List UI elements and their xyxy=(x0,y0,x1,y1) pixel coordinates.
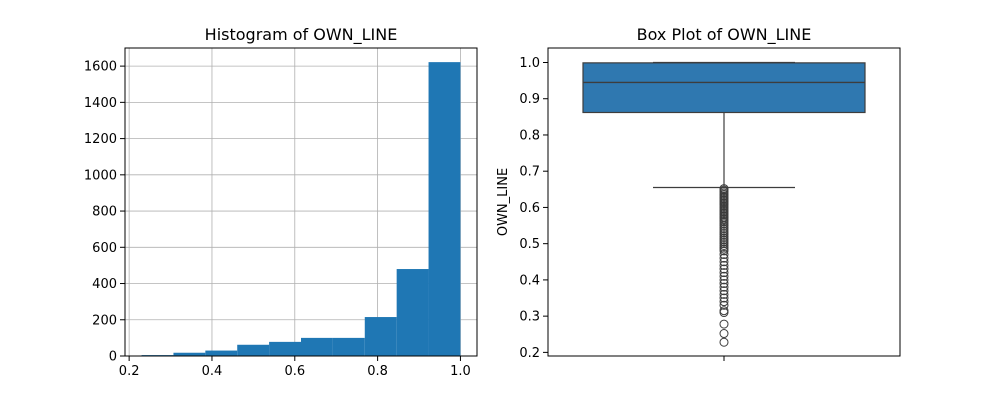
boxplot-outlier-point xyxy=(719,264,729,274)
boxplot-title: Box Plot of OWN_LINE xyxy=(637,25,812,45)
boxplot-outlier-point xyxy=(719,253,729,263)
boxplot-outliers xyxy=(719,184,729,347)
histogram-bar xyxy=(269,341,301,356)
boxplot-y-tick-label: 0.2 xyxy=(519,346,540,361)
boxplot-outlier-point xyxy=(719,308,729,318)
histogram-bars xyxy=(141,62,461,356)
boxplot-outlier-point xyxy=(719,289,729,299)
histogram-y-tick-label: 200 xyxy=(92,313,117,328)
histogram-y-tick-label: 400 xyxy=(92,277,117,292)
histogram-title: Histogram of OWN_LINE xyxy=(205,25,398,45)
boxplot-y-tick-label: 0.8 xyxy=(519,128,540,143)
boxplot-box xyxy=(582,62,866,114)
histogram-y-tick-label: 800 xyxy=(92,205,117,220)
histogram-bar xyxy=(237,344,270,356)
boxplot-outlier-point xyxy=(719,260,729,270)
boxplot-outlier-point xyxy=(719,246,729,256)
histogram-axes-frame xyxy=(124,47,478,357)
boxplot-outlier-point xyxy=(719,250,729,260)
boxplot-outlier-point xyxy=(719,279,729,289)
boxplot-y-tick-label: 1.0 xyxy=(519,56,540,71)
boxplot-outlier-point xyxy=(719,286,729,296)
boxplot-y-tick-label: 0.6 xyxy=(519,201,540,216)
boxplot-y-tick-label: 0.9 xyxy=(519,92,540,107)
histogram-x-tick-label: 1.0 xyxy=(450,364,471,379)
histogram-y-tick-label: 600 xyxy=(92,241,117,256)
histogram-y-tick-label: 1000 xyxy=(84,168,117,183)
histogram-bar xyxy=(173,352,206,356)
boxplot-y-ticks: 0.2 0.3 0.4 0.5 0.6 0.7 0.8 0.9 1.0 xyxy=(519,56,548,361)
boxplot-outlier-point xyxy=(719,297,729,307)
histogram-y-tick-label: 1600 xyxy=(84,60,117,75)
histogram-x-tick-label: 0.4 xyxy=(202,364,223,379)
histogram-x-tick-label: 0.2 xyxy=(119,364,140,379)
histogram-y-ticks: 0 200 400 600 800 1000 1200 1400 1600 xyxy=(84,60,125,365)
histogram-bar xyxy=(364,317,397,356)
boxplot-y-tick-label: 0.7 xyxy=(519,165,540,180)
histogram-x-tick-label: 0.8 xyxy=(367,364,388,379)
boxplot-outlier-point xyxy=(719,329,729,339)
boxplot-body xyxy=(582,61,866,189)
histogram-bar xyxy=(332,337,365,356)
histogram-bar xyxy=(301,337,333,356)
boxplot-outlier-point xyxy=(719,282,729,292)
boxplot-outlier-point xyxy=(719,275,729,285)
histogram-bar xyxy=(428,62,461,356)
boxplot-y-tick-label: 0.4 xyxy=(519,273,540,288)
boxplot-outlier-point xyxy=(719,268,729,278)
histogram-y-tick-label: 1400 xyxy=(84,96,117,111)
histogram-bar xyxy=(205,350,238,356)
histogram-panel: 0.2 0.4 0.6 0.8 1.0 0 200 400 600 800 1000 1200 140… xyxy=(84,25,478,379)
boxplot-y-axis-label: OWN_LINE xyxy=(496,168,511,236)
boxplot-outlier-point xyxy=(719,319,729,329)
boxplot-panel: 0.2 0.3 0.4 0.5 0.6 0.7 0.8 0.9 1.0 Box Plot of … xyxy=(496,25,901,361)
boxplot-outlier-point xyxy=(719,306,729,316)
histogram-y-tick-label: 1200 xyxy=(84,132,117,147)
boxplot-y-tick-label: 0.3 xyxy=(519,310,540,325)
boxplot-outlier-point xyxy=(719,257,729,267)
boxplot-outlier-point xyxy=(719,337,729,347)
boxplot-outlier-point xyxy=(719,271,729,281)
histogram-x-ticks: 0.2 0.4 0.6 0.8 1.0 xyxy=(119,356,471,379)
histogram-x-tick-label: 0.6 xyxy=(284,364,305,379)
boxplot-y-tick-label: 0.5 xyxy=(519,237,540,252)
histogram-bar xyxy=(396,269,429,356)
boxplot-outlier-point xyxy=(719,293,729,303)
boxplot-outlier-point xyxy=(719,300,729,310)
histogram-y-tick-label: 0 xyxy=(109,350,117,365)
